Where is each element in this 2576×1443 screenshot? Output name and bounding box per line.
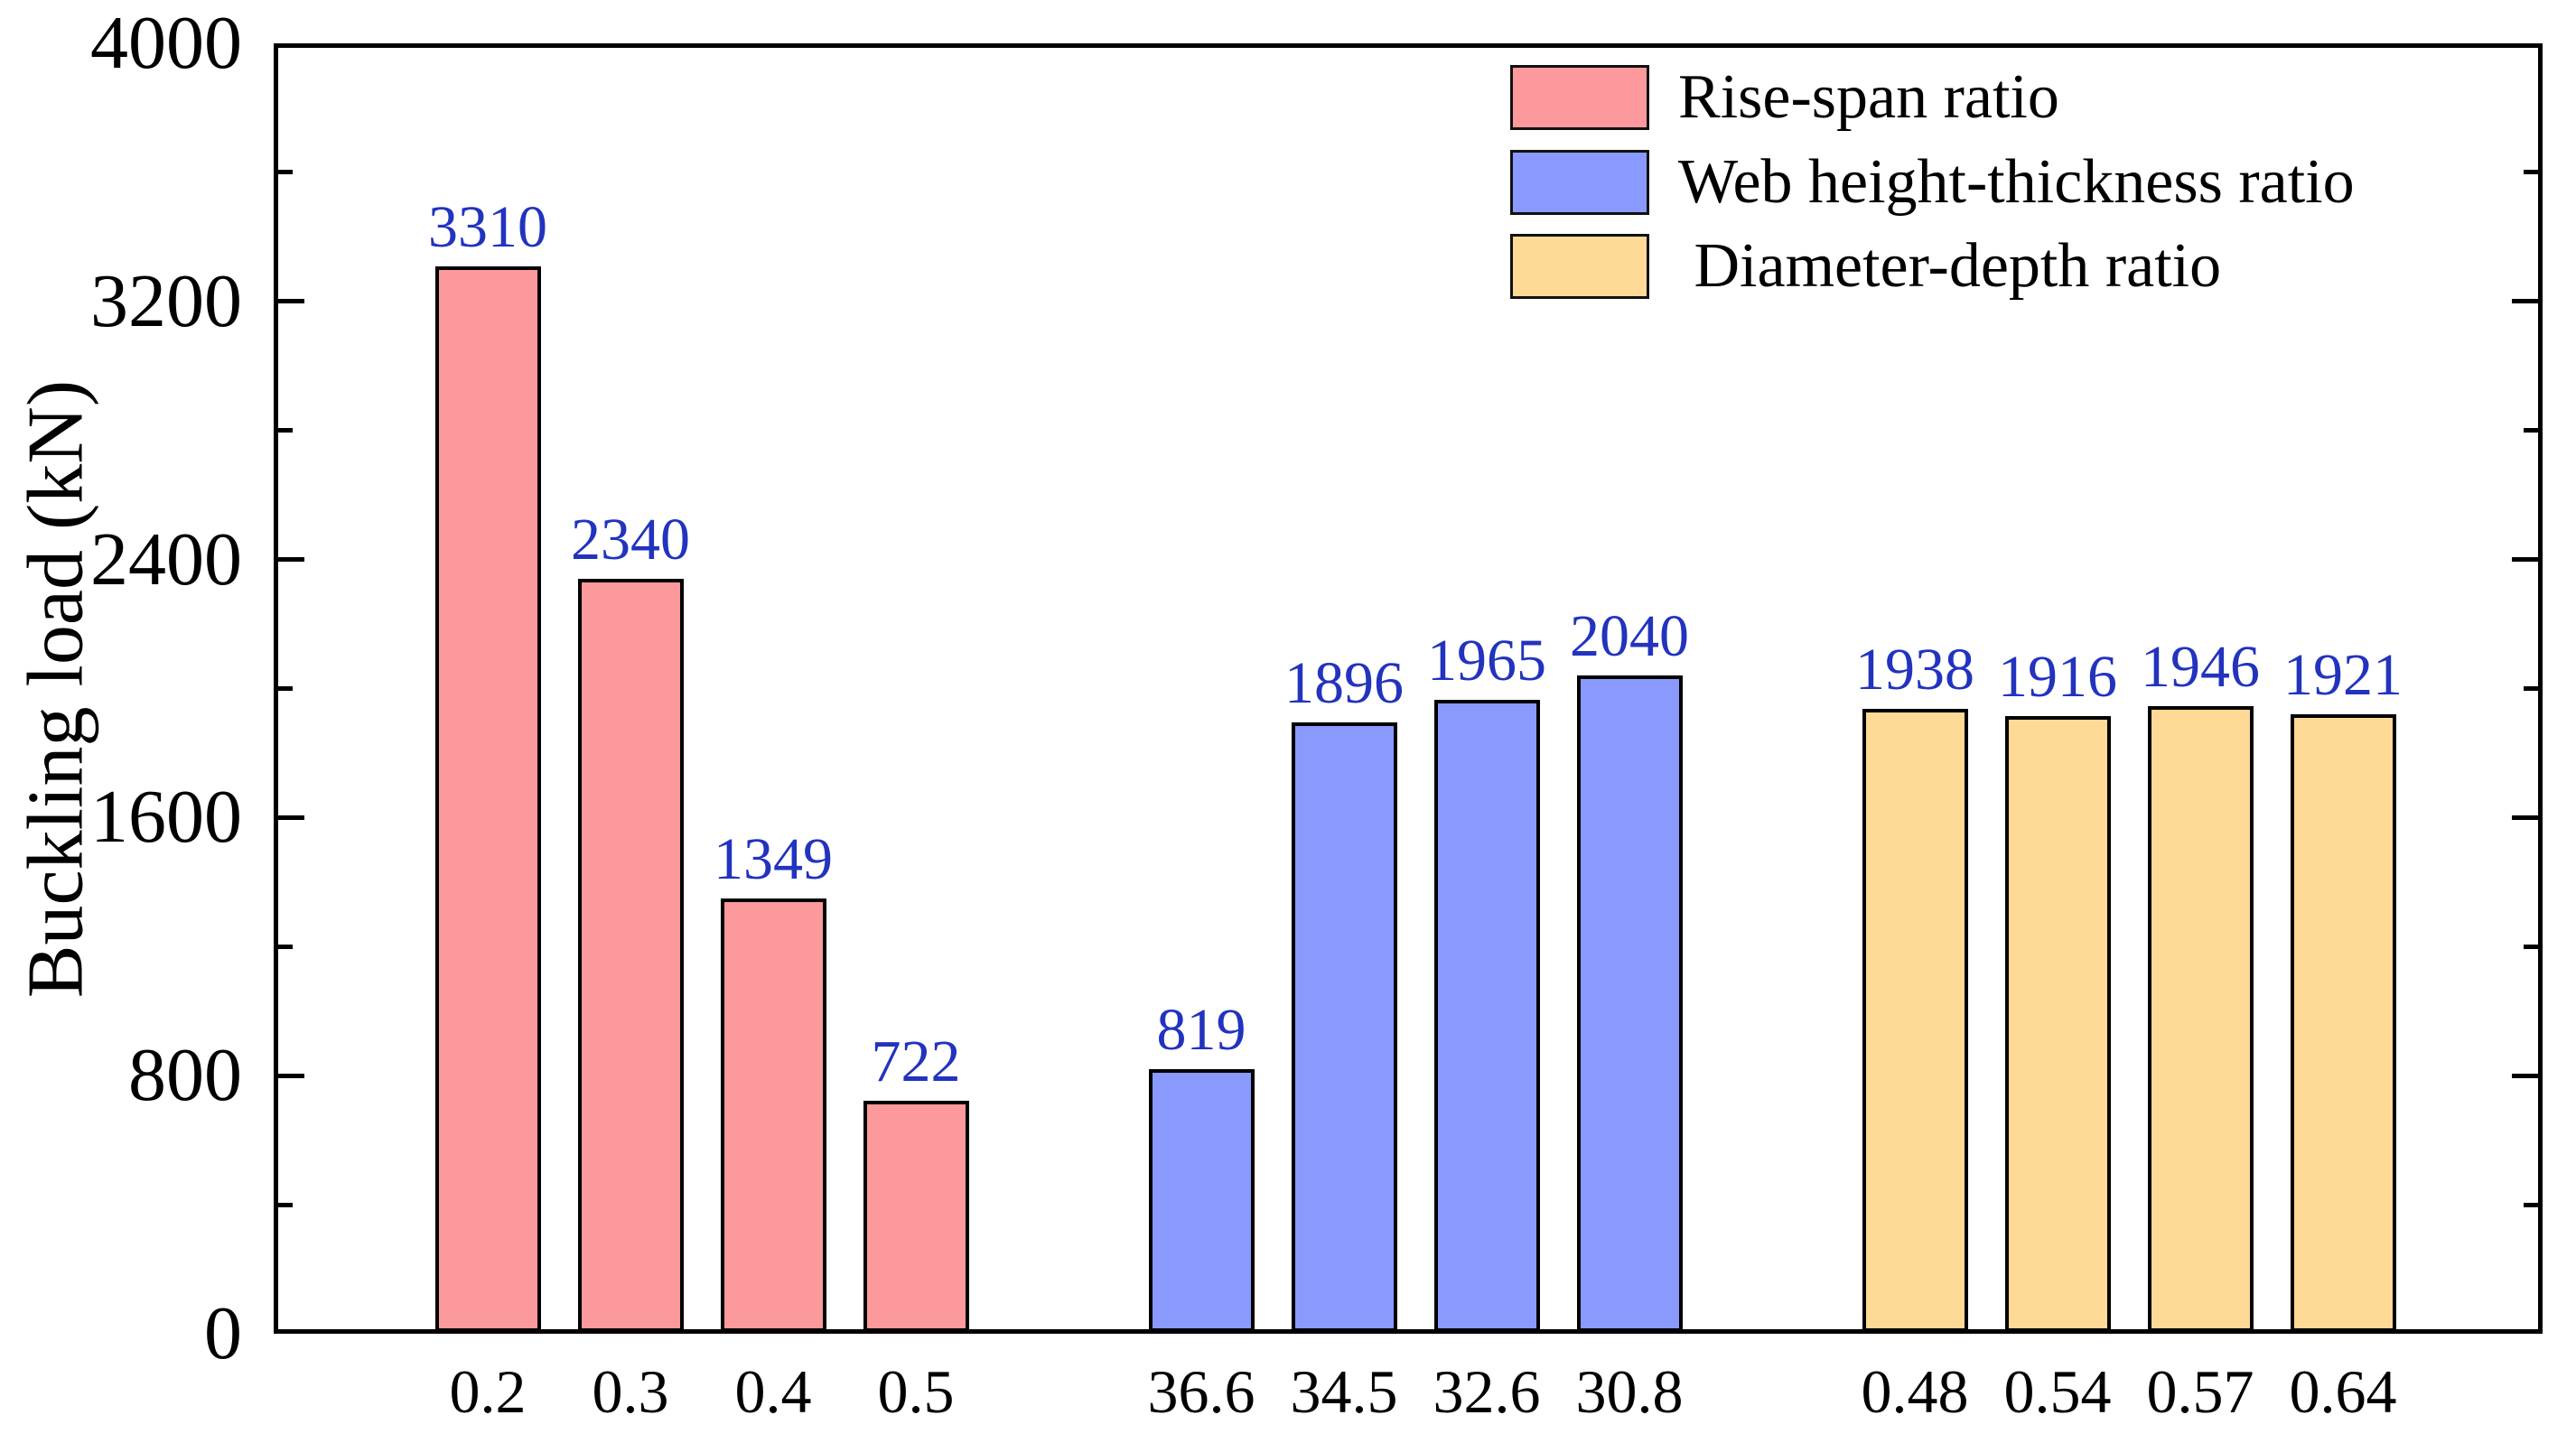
y-tick-major <box>277 1073 304 1078</box>
y-tick-minor <box>277 686 293 691</box>
y-axis-title: Buckling load (kN) <box>12 379 100 999</box>
bar-web-height-thickness-ratio-34.5 <box>1292 722 1397 1332</box>
y-tick-major <box>2512 1073 2539 1078</box>
bar-rise-span-ratio-0.2 <box>435 265 541 1332</box>
legend-swatch <box>1510 65 1649 130</box>
y-tick-minor <box>277 944 293 949</box>
legend-label: Rise-span ratio <box>1678 62 2059 132</box>
y-tick-label: 800 <box>128 1033 242 1118</box>
y-tick-minor <box>2524 686 2539 691</box>
bar-value-label: 2340 <box>571 507 690 573</box>
legend-label: Diameter-depth ratio <box>1678 231 2222 301</box>
bar-value-label: 1896 <box>1284 649 1404 716</box>
y-tick-major <box>277 299 304 304</box>
y-tick-minor <box>2524 428 2539 433</box>
bar-value-label: 3310 <box>428 193 547 260</box>
bar-diameter-depth-ratio-0.48 <box>1862 708 1968 1332</box>
bar-value-label: 1921 <box>2283 641 2403 708</box>
y-tick-minor <box>2524 1202 2539 1207</box>
x-tick-label: 0.57 <box>2146 1357 2254 1426</box>
y-tick-major <box>2512 815 2539 820</box>
legend-swatch <box>1510 149 1649 215</box>
legend-swatch <box>1510 234 1649 299</box>
y-tick-label: 2400 <box>90 517 242 601</box>
bar-value-label: 1965 <box>1427 628 1546 694</box>
bar-value-label: 2040 <box>1570 603 1689 670</box>
x-tick-label: 0.3 <box>592 1357 669 1426</box>
y-tick-label: 4000 <box>90 1 242 85</box>
legend-label: Web height-thickness ratio <box>1678 146 2355 217</box>
bar-value-label: 722 <box>871 1029 961 1095</box>
bar-diameter-depth-ratio-0.54 <box>2005 715 2111 1332</box>
bar-web-height-thickness-ratio-30.8 <box>1577 675 1683 1332</box>
x-tick-label: 0.54 <box>2003 1357 2112 1426</box>
bar-rise-span-ratio-0.5 <box>863 1101 969 1332</box>
plot-area <box>274 43 2543 1334</box>
y-tick-major <box>2512 557 2539 563</box>
bar-rise-span-ratio-0.3 <box>578 579 684 1332</box>
x-tick-label: 0.48 <box>1861 1357 1969 1426</box>
y-tick-minor <box>277 428 293 433</box>
bar-value-label: 1938 <box>1855 636 1974 703</box>
y-tick-minor <box>277 170 293 175</box>
y-tick-major <box>2512 299 2539 304</box>
y-tick-minor <box>2524 170 2539 175</box>
x-tick-label: 0.2 <box>449 1357 527 1426</box>
x-tick-label: 30.8 <box>1575 1357 1684 1426</box>
y-tick-major <box>277 815 304 820</box>
bar-diameter-depth-ratio-0.64 <box>2291 713 2396 1332</box>
bar-web-height-thickness-ratio-32.6 <box>1434 700 1540 1332</box>
y-tick-minor <box>277 1202 293 1207</box>
bar-value-label: 819 <box>1156 997 1246 1064</box>
x-tick-label: 36.6 <box>1147 1357 1255 1426</box>
bar-web-height-thickness-ratio-36.6 <box>1149 1069 1255 1332</box>
bar-rise-span-ratio-0.4 <box>721 898 826 1332</box>
y-tick-major <box>277 557 304 563</box>
y-tick-label: 3200 <box>90 258 242 343</box>
bar-value-label: 1916 <box>1998 643 2117 710</box>
x-tick-label: 0.4 <box>734 1357 812 1426</box>
bar-diameter-depth-ratio-0.57 <box>2148 705 2254 1332</box>
y-tick-label: 1600 <box>90 775 242 860</box>
x-tick-label: 0.64 <box>2289 1357 2397 1426</box>
y-tick-minor <box>2524 944 2539 949</box>
x-tick-label: 32.6 <box>1433 1357 1541 1426</box>
x-tick-label: 0.5 <box>877 1357 955 1426</box>
bar-value-label: 1349 <box>714 826 833 893</box>
y-tick-label: 0 <box>204 1291 242 1375</box>
x-tick-label: 34.5 <box>1290 1357 1398 1426</box>
bar-value-label: 1946 <box>2141 633 2260 700</box>
